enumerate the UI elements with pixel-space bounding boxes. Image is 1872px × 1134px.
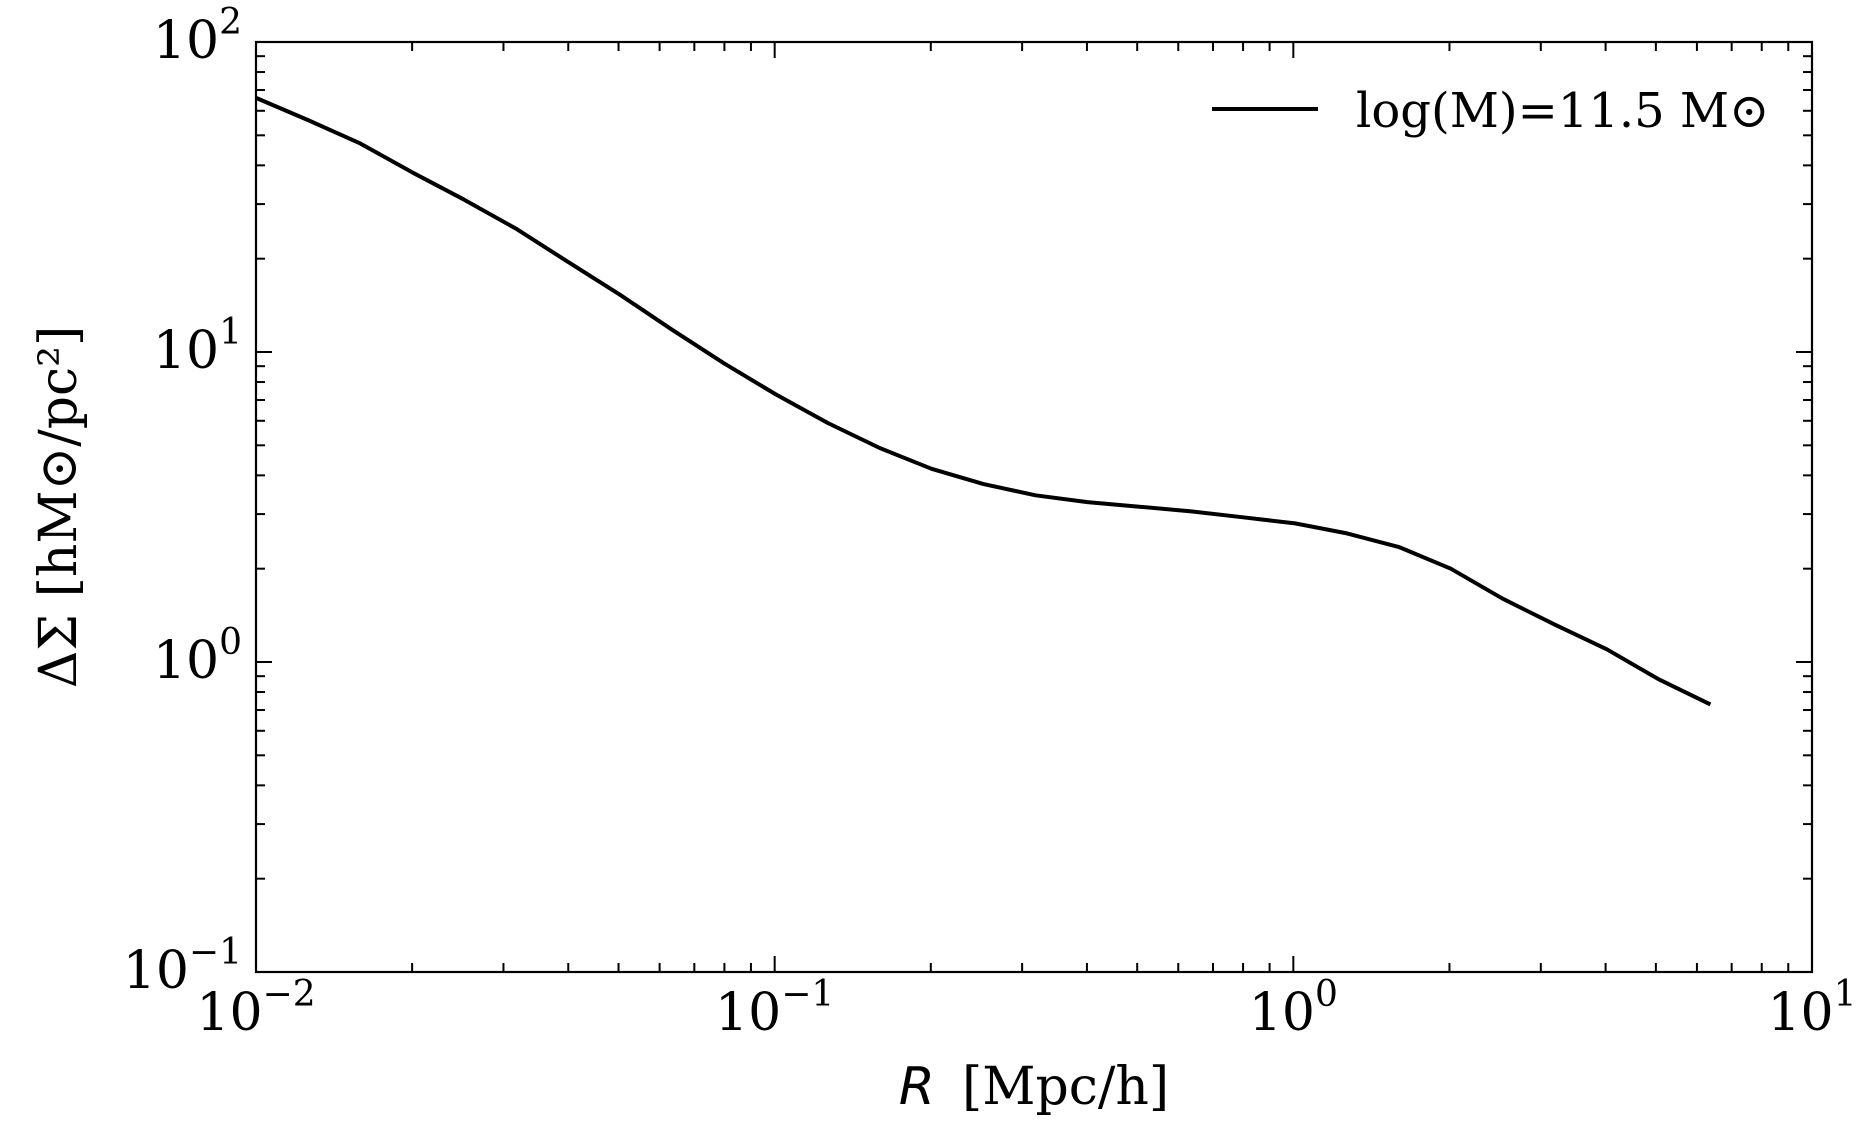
legend: log(M)=11.5 M⊙ (1212, 83, 1769, 139)
y-tick-label: 101 (153, 312, 242, 381)
plot-frame (254, 40, 1814, 974)
x-tick-label: 100 (1249, 974, 1338, 1043)
x-tick-label: 101 (1767, 974, 1856, 1043)
legend-label: log(M)=11.5 M⊙ (1356, 83, 1769, 139)
y-tick-label: 10−1 (123, 932, 242, 1001)
y-axis-label: ΔΣ [hM⊙/pc²] (29, 326, 89, 689)
axis-ticks (255, 41, 1813, 973)
x-axis-label: R [Mpc/h] (899, 1057, 1169, 1117)
y-tick-label: 100 (153, 622, 242, 691)
x-tick-label: 10−2 (196, 974, 315, 1043)
x-axis-unit: [Mpc/h] (962, 1057, 1169, 1117)
series-line (255, 96, 1712, 707)
x-axis-symbol: R (899, 1057, 935, 1117)
x-tick-label: 10−1 (715, 974, 834, 1043)
y-tick-label: 102 (153, 2, 242, 71)
